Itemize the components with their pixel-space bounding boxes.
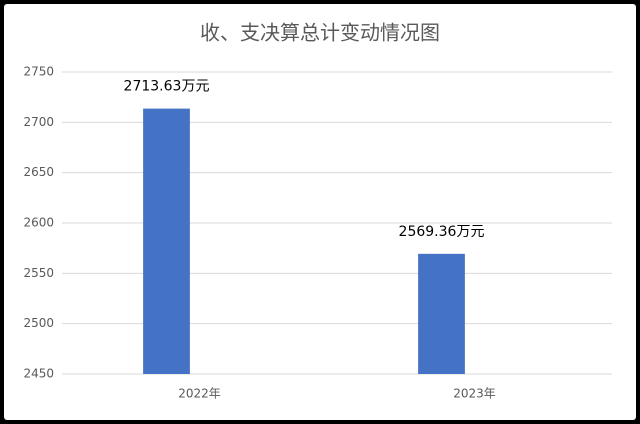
y-tick-label: 2650 bbox=[23, 165, 54, 179]
x-tick-label: 2022年 bbox=[178, 387, 221, 401]
y-tick-label: 2450 bbox=[23, 367, 54, 381]
bar bbox=[418, 253, 465, 374]
x-tick-label: 2023年 bbox=[453, 387, 496, 401]
y-tick-label: 2500 bbox=[23, 316, 54, 330]
chart-title: 收、支决算总计变动情况图 bbox=[200, 21, 440, 45]
chart-background bbox=[4, 4, 636, 420]
value-label: 2713.63万元 bbox=[124, 79, 210, 95]
value-label: 2569.36万元 bbox=[399, 224, 485, 240]
y-tick-label: 2750 bbox=[23, 65, 54, 79]
bar bbox=[143, 108, 190, 375]
y-tick-label: 2700 bbox=[23, 115, 54, 129]
y-tick-label: 2600 bbox=[23, 216, 54, 230]
y-tick-label: 2550 bbox=[23, 266, 54, 280]
